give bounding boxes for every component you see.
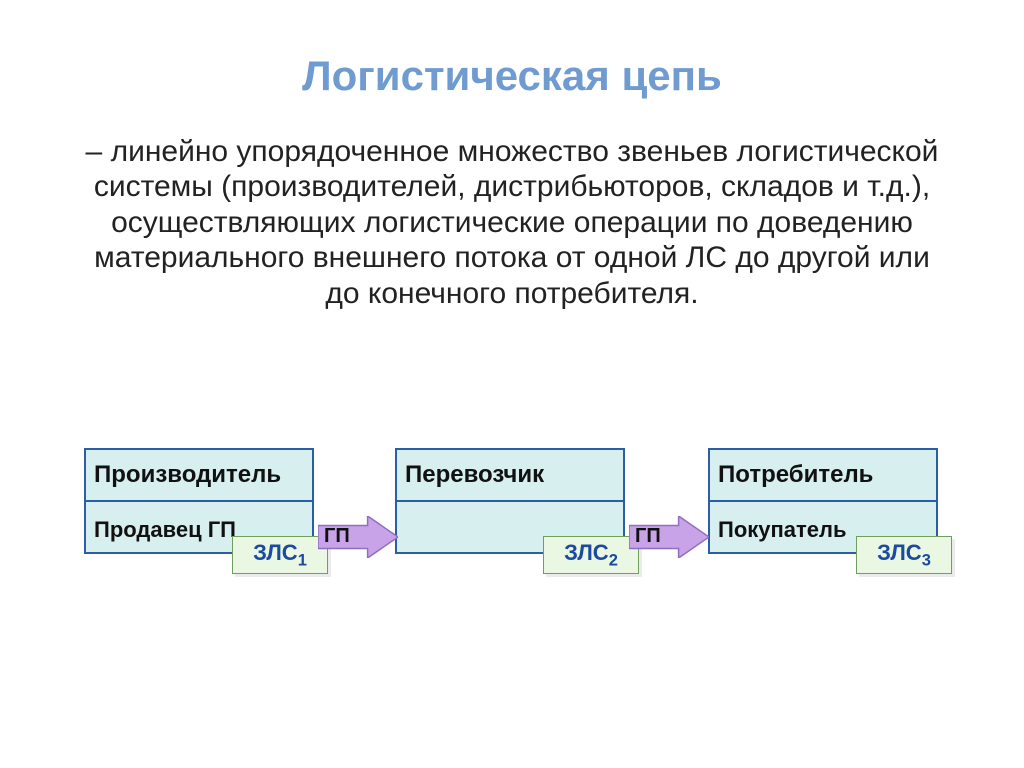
node-title: Производитель: [86, 450, 312, 500]
arrow-2: ГП: [629, 516, 709, 558]
badge-text: ЗЛС: [877, 540, 922, 565]
node-title: Перевозчик: [397, 450, 623, 500]
arrow-label: ГП: [635, 525, 661, 548]
badge-subscript: 3: [922, 551, 931, 569]
badge-text: ЗЛС: [253, 540, 298, 565]
node-title: Потребитель: [710, 450, 936, 500]
arrow-label: ГП: [324, 525, 350, 548]
badge-text: ЗЛС: [564, 540, 609, 565]
badge-subscript: 2: [609, 551, 618, 569]
definition-text: – линейно упорядоченное множество звенье…: [77, 134, 947, 311]
page-title: Логистическая цепь: [0, 52, 1024, 100]
arrow-1: ГП: [318, 516, 398, 558]
badge-subscript: 1: [298, 551, 307, 569]
node-badge-1: ЗЛС1: [232, 536, 328, 574]
node-badge-2: ЗЛС2: [543, 536, 639, 574]
node-badge-3: ЗЛС3: [856, 536, 952, 574]
